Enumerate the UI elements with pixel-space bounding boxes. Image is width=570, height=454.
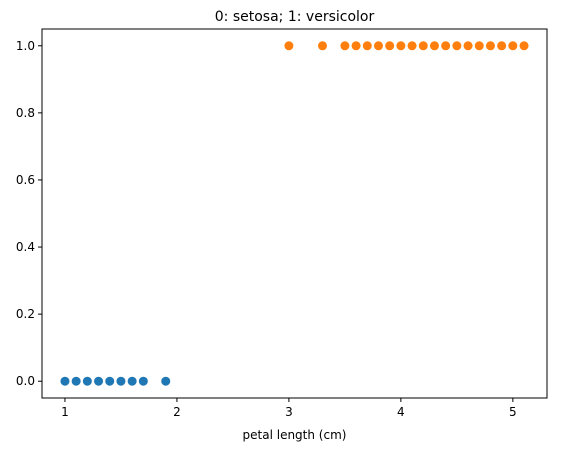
data-point <box>116 376 126 386</box>
data-point <box>474 41 484 51</box>
y-tick-label: 1.0 <box>16 39 35 53</box>
x-tick-label: 5 <box>509 405 517 419</box>
data-point <box>485 41 495 51</box>
data-point <box>362 41 372 51</box>
data-point <box>340 41 350 51</box>
y-tick-label: 0.4 <box>16 240 35 254</box>
chart-title: 0: setosa; 1: versicolor <box>215 9 375 25</box>
data-point <box>519 41 529 51</box>
data-point <box>508 41 518 51</box>
y-tick-label: 0.0 <box>16 374 35 388</box>
data-point <box>396 41 406 51</box>
y-tick-label: 0.8 <box>16 106 35 120</box>
y-tick-label: 0.6 <box>16 173 35 187</box>
series-0 <box>60 376 171 386</box>
plot-area <box>60 41 529 386</box>
data-point <box>138 376 148 386</box>
data-point <box>373 41 383 51</box>
x-tick-label: 1 <box>61 405 69 419</box>
data-point <box>161 376 171 386</box>
x-tick-label: 4 <box>397 405 405 419</box>
data-point <box>441 41 451 51</box>
x-tick-label: 2 <box>173 405 181 419</box>
data-point <box>105 376 115 386</box>
data-point <box>94 376 104 386</box>
data-point <box>429 41 439 51</box>
data-point <box>60 376 70 386</box>
data-point <box>82 376 92 386</box>
data-point <box>407 41 417 51</box>
data-point <box>351 41 361 51</box>
data-point <box>284 41 294 51</box>
data-point <box>452 41 462 51</box>
data-point <box>317 41 327 51</box>
data-point <box>497 41 507 51</box>
axis-ticks: 1 2 3 4 5 0.0 0.2 0.4 0.6 0.8 1.0 <box>16 39 517 419</box>
data-point <box>71 376 81 386</box>
y-tick-label: 0.2 <box>16 307 35 321</box>
data-point <box>385 41 395 51</box>
plot-frame <box>41 28 548 399</box>
x-tick-label: 3 <box>285 405 293 419</box>
series-1 <box>284 41 529 51</box>
data-point <box>463 41 473 51</box>
data-point <box>127 376 137 386</box>
x-axis-label: petal length (cm) <box>243 428 347 442</box>
data-point <box>418 41 428 51</box>
